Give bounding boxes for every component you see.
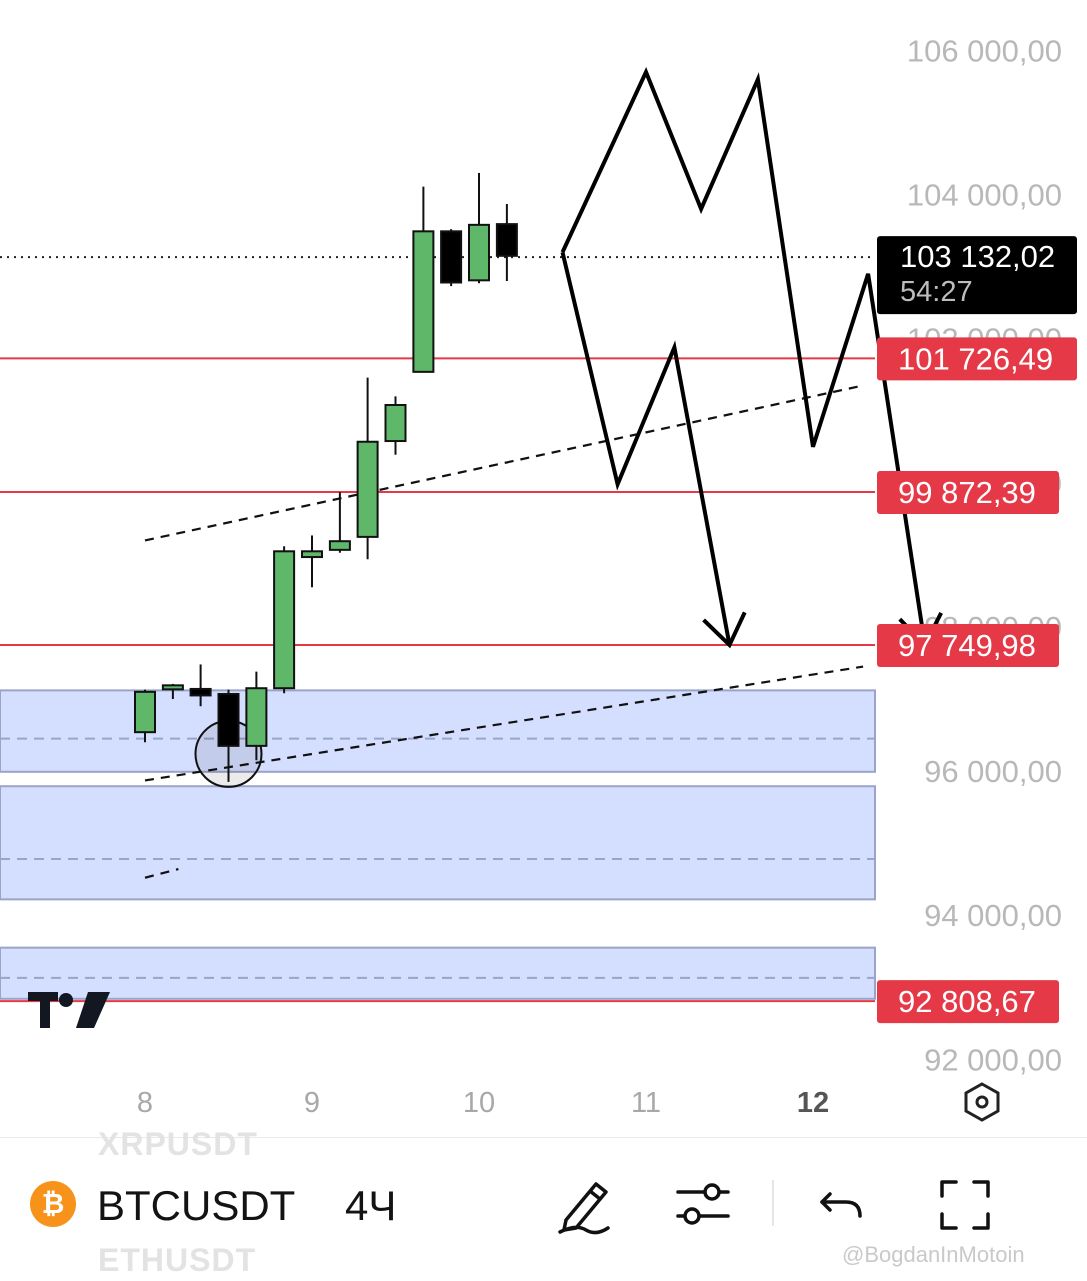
candle [328,492,351,553]
trendlines [144,384,864,879]
level-lines [0,357,875,1003]
sliders-icon[interactable] [668,1170,738,1240]
x-tick-label: 10 [463,1087,495,1119]
y-tick-label: 106 000,00 [907,33,1062,68]
level-label-bg [877,471,1059,515]
bottom-toolbar: XRPUSDT ₿ BTCUSDT 4Ч ETHUSDT @BogdanInMo… [0,1126,1087,1281]
current-price-text: 103 132,02 [900,239,1055,274]
level-label-bg [877,623,1059,667]
zone-0 [0,689,876,773]
candle-body [301,550,323,559]
candle [412,186,435,373]
trendline [144,384,864,542]
candle-body [189,687,212,697]
ghost-symbol-above[interactable]: XRPUSDT [98,1126,258,1162]
y-tick-label: 94 000,00 [924,898,1062,933]
x-tick-label: 8 [137,1087,153,1119]
candle-body [217,692,240,747]
candle-body [440,230,463,284]
candle-body [161,684,184,691]
zone-rect [0,689,876,773]
pen-draw-icon[interactable] [550,1170,620,1240]
projection-path [560,67,927,646]
interval-selector[interactable]: 4Ч [345,1182,397,1229]
x-tick-label: 11 [631,1087,661,1119]
ghost-symbol-below[interactable]: ETHUSDT [98,1242,257,1278]
level-price-label: 92 808,67 [877,980,1059,1024]
trendline [144,868,179,879]
candle [161,683,184,700]
candle [440,229,463,287]
btc-coin-icon: ₿ [30,1181,76,1227]
level-price-label: 99 872,39 [877,471,1059,515]
y-tick-label: 104 000,00 [907,178,1062,213]
candle [245,671,268,761]
candle-body [356,440,379,538]
candle [384,396,407,455]
candle-body [412,230,435,373]
candle-body [328,540,351,551]
x-tick-label: 12 [797,1087,829,1119]
projection-path [560,251,732,646]
candle-body [495,223,518,257]
x-axis[interactable]: 8 9 10 11 12 [137,1087,829,1119]
candle [273,546,296,694]
toolbar-separator [772,1180,774,1226]
zone-rect [0,946,876,1000]
y-tick-label: 96 000,00 [924,754,1062,789]
x-tick-label: 9 [304,1087,320,1119]
y-tick-label: 92 000,00 [924,1042,1062,1077]
candle [495,203,518,282]
undo-arrow-icon[interactable] [808,1170,878,1240]
level-labels: 101 726,49 99 872,39 97 749,98 92 808,67 [877,337,1077,1024]
level-label-text: 99 872,39 [898,475,1036,510]
zones-layer [0,689,876,1000]
candle [468,172,490,284]
candle-body [384,404,407,443]
level-label-text: 92 808,67 [898,984,1036,1019]
level-price-label: 97 749,98 [877,623,1059,667]
candle [189,664,212,707]
arrowhead [702,611,747,649]
level-price-label: 101 726,49 [877,337,1077,381]
fullscreen-icon[interactable] [930,1170,1000,1240]
zone-rect [0,785,876,901]
candle-body [273,550,296,690]
symbol-selector[interactable]: BTCUSDT [97,1182,296,1229]
current-price-bg [877,236,1077,315]
hexagon-settings-icon[interactable] [964,1082,1000,1122]
zone-1 [0,785,876,901]
level-label-text: 101 726,49 [898,341,1053,376]
level-label-bg [877,980,1059,1024]
candle [301,535,323,588]
candles-layer [134,172,518,782]
candle [217,689,240,782]
level-label-bg [877,337,1077,381]
tradingview-logo [28,992,110,1028]
watermark: @BogdanInMotoin [842,1242,1025,1267]
candle-body [134,690,156,734]
level-label-text: 97 749,98 [898,628,1036,663]
candle-countdown: 54:27 [900,276,973,308]
candle [356,377,379,560]
candle-body [468,223,490,282]
zone-2 [0,946,876,1000]
candle [134,689,156,743]
candle-body [245,687,268,747]
